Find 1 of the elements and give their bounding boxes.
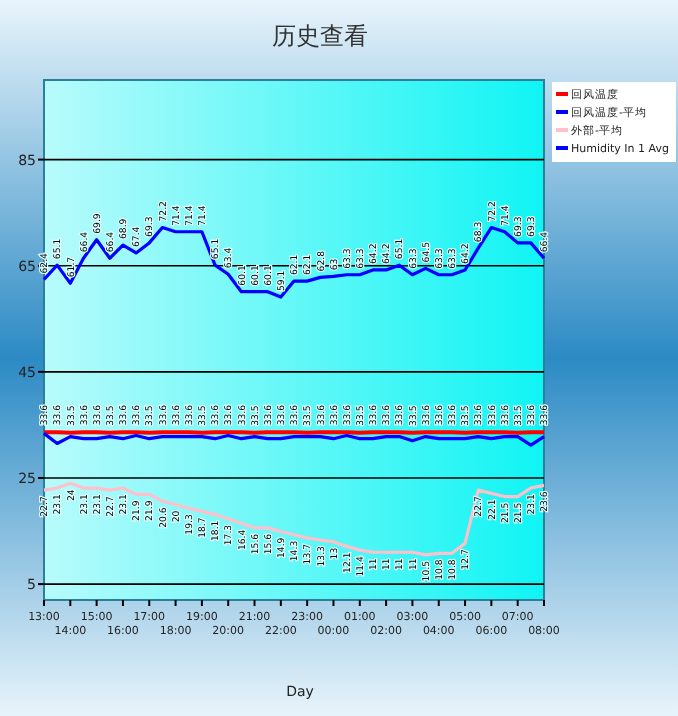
chart-title: 历史查看: [272, 22, 368, 50]
